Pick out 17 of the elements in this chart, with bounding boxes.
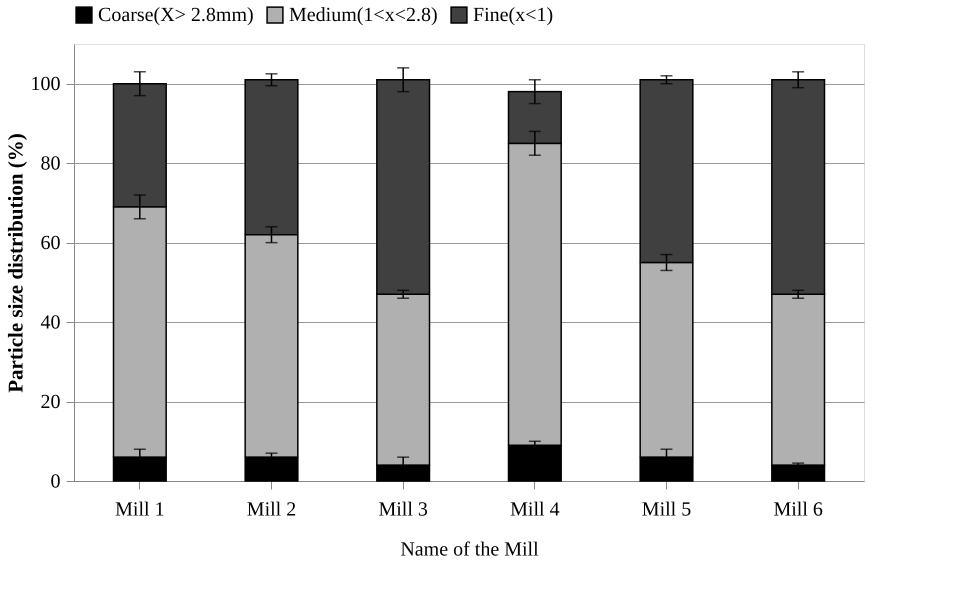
x-axis-title: Name of the Mill: [400, 538, 540, 560]
legend-label: Coarse(X> 2.8mm): [98, 4, 254, 26]
y-tick-label: 100: [30, 73, 60, 96]
y-tick-label: 40: [40, 312, 60, 334]
y-axis-title: Particle size distribution (%): [4, 133, 28, 393]
y-tick-label: 20: [40, 391, 60, 414]
y-tick-label: 80: [40, 152, 60, 175]
x-tick-label: Mill 6: [773, 498, 823, 520]
x-tick-label: Mill 2: [246, 498, 296, 520]
legend-label: Medium(1<x<2.8): [289, 4, 438, 26]
x-tick-label: Mill 4: [510, 498, 560, 520]
legend-label: Fine(x<1): [473, 4, 554, 26]
y-tick-label: 0: [50, 470, 60, 492]
y-tick-label: 60: [40, 232, 60, 254]
x-tick-label: Mill 3: [378, 498, 428, 520]
x-tick-label: Mill 1: [115, 498, 165, 520]
x-tick-label: Mill 5: [642, 498, 692, 520]
